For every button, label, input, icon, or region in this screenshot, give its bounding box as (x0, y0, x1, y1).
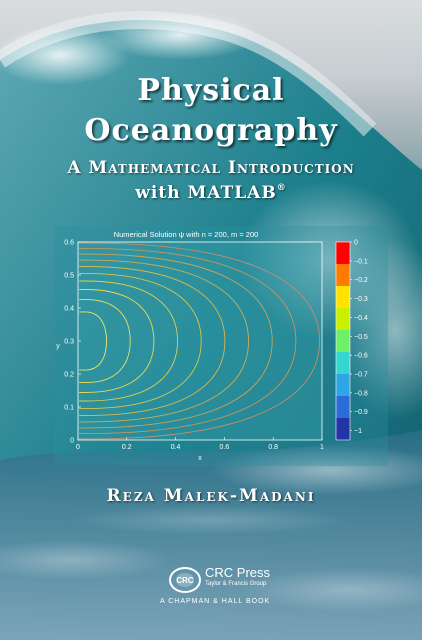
plot-area (78, 242, 322, 440)
x-tick-label: 1 (320, 444, 324, 451)
colorbar-segment (336, 264, 350, 287)
colorbar-tick-label: −0.7 (354, 372, 368, 379)
y-tick-label: 0.4 (64, 306, 74, 313)
publisher-name: CRC Press (205, 565, 271, 580)
colorbar-segment (336, 374, 350, 397)
x-tick-label: 0 (76, 444, 80, 451)
colorbar-tick-label: −0.6 (354, 353, 368, 360)
contour-line (79, 259, 250, 423)
crc-press-logo: CRC (169, 567, 201, 593)
x-tick-label: 0.8 (268, 444, 278, 451)
contour-line (79, 253, 273, 429)
colorbar-frame (335, 241, 351, 441)
contour-line (79, 247, 297, 435)
contour-line (79, 289, 155, 393)
y-tick-label: 0.5 (64, 273, 74, 280)
contour-line (79, 242, 321, 440)
y-tick-label: 0.6 (64, 240, 74, 247)
colorbar-segment (336, 330, 350, 353)
colorbar-tick-label: −0.3 (354, 296, 368, 303)
colorbar-tick-label: −0.4 (354, 315, 368, 322)
contour-lines (79, 242, 321, 440)
title-line-2: Oceanography (84, 113, 338, 148)
contour-figure: Numerical Solution ψ with n = 200, m = 2… (54, 226, 388, 466)
contour-line (79, 311, 107, 371)
crc-logo-text: CRC (176, 576, 194, 585)
subtitle-line-2: with MATLAB® (0, 183, 422, 203)
x-tick-label: 0.6 (220, 444, 230, 451)
author-name: Reza Malek-Madani (106, 486, 316, 506)
y-tick-labels: 0 0.1 0.2 0.3 0.4 0.5 0.6 (64, 240, 81, 445)
colorbar-segment (336, 352, 350, 375)
x-tick-labels: 0 0.2 0.4 0.6 0.8 1 (76, 437, 324, 451)
y-tick-label: 0.2 (64, 372, 74, 379)
contour-line (79, 280, 179, 402)
x-axis-label: x (198, 455, 202, 462)
colorbar-tick-labels: 0 −0.1 −0.2 −0.3 −0.4 −0.5 −0.6 −0.7 −0.8 −0.9 −1 (350, 240, 368, 435)
x-tick-label: 0.2 (122, 444, 132, 451)
y-axis-label: y (56, 343, 60, 350)
colorbar-segment (336, 308, 350, 331)
contour-line (79, 272, 202, 410)
y-tick-label: 0.3 (64, 339, 74, 346)
colorbar-tick-label: −0.1 (354, 258, 368, 265)
colorbar-tick-label: −0.2 (354, 277, 368, 284)
colorbar-segment (336, 418, 350, 441)
title-line-1: Physical (137, 73, 285, 108)
contour-line (79, 266, 226, 416)
x-tick-label: 0.4 (171, 444, 181, 451)
colorbar-tick-label: −0.8 (354, 390, 368, 397)
colorbar-tick-label: −0.5 (354, 334, 368, 341)
y-tick-label: 0 (70, 438, 74, 445)
colorbar-segment (336, 242, 350, 265)
contour-line (79, 298, 131, 384)
publisher-group: Taylor & Francis Group (205, 581, 267, 587)
colorbar-tick-label: −0.9 (354, 409, 368, 416)
registered-mark: ® (276, 183, 287, 193)
subtitle-line-2-text: with MATLAB (135, 183, 277, 203)
y-tick-label: 0.1 (64, 405, 74, 412)
colorbar-tick-label: −1 (354, 428, 362, 435)
chart-title: Numerical Solution ψ with n = 200, m = 2… (114, 230, 259, 239)
colorbar-segment (336, 396, 350, 419)
publisher-imprint: A CHAPMAN & HALL BOOK (160, 598, 271, 605)
colorbar-segment (336, 286, 350, 309)
colorbar-tick-label: 0 (354, 240, 358, 247)
subtitle-line-1: A Mathematical Introduction (67, 158, 355, 178)
colorbar (335, 241, 351, 441)
